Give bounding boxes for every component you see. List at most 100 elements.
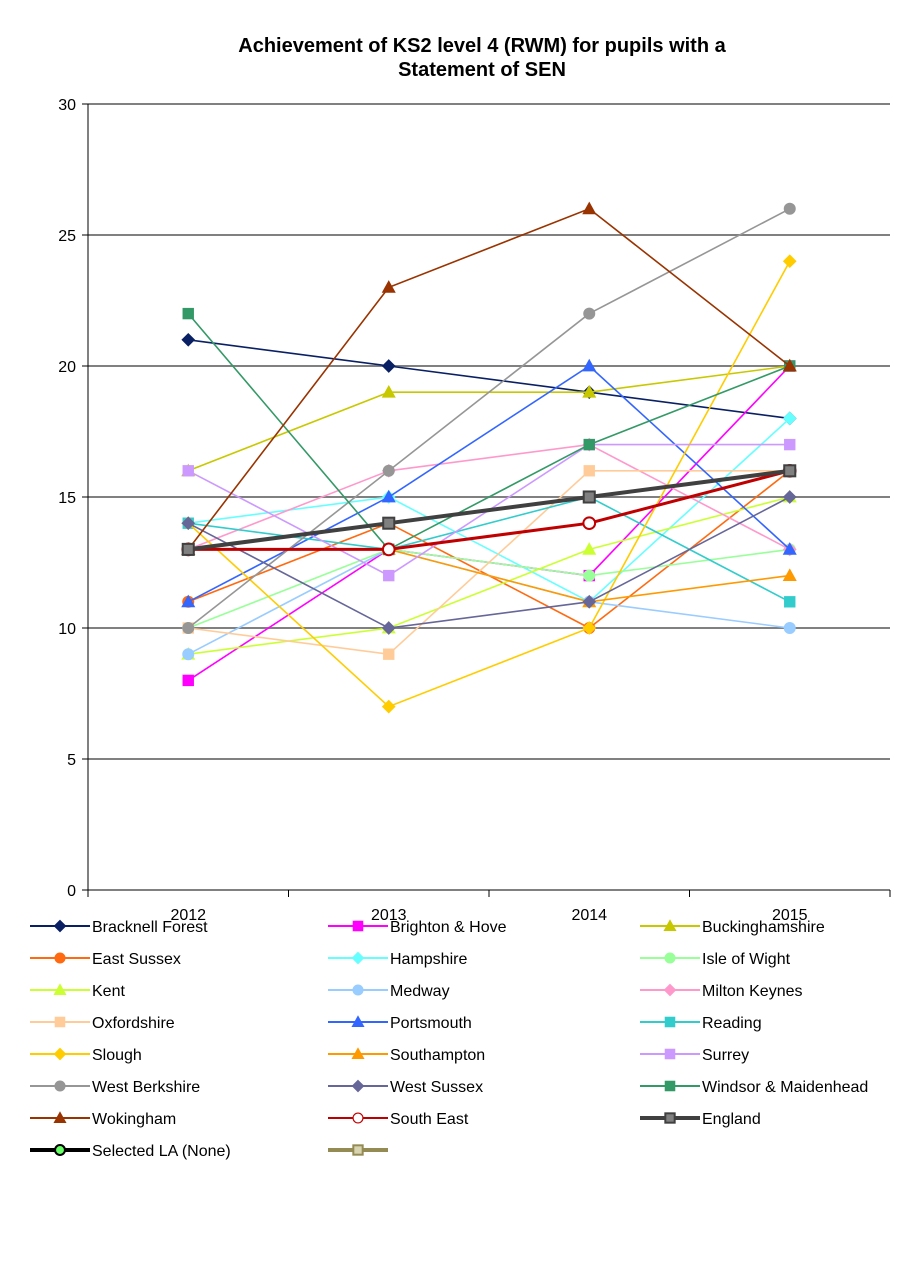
legend-swatch-marker: [352, 1144, 364, 1156]
legend-item-bracknell-forest: Bracknell Forest: [30, 919, 208, 936]
axes: 0 5 10 15 20 25 30 2012 2013 2014 2015: [58, 97, 891, 924]
series-line: [187, 548, 790, 655]
data-point: [583, 569, 596, 582]
data-point: [583, 438, 595, 451]
legend-swatch-marker: [53, 1111, 67, 1124]
chart-title-line: Achievement of KS2 level 4 (RWM) for pup…: [238, 35, 726, 57]
data-point: [181, 542, 195, 556]
legend-label: Windsor & Maidenhead: [702, 1079, 868, 1096]
legend-swatch-marker: [351, 951, 365, 965]
legend-swatch-marker: [351, 1047, 365, 1060]
data-point: [383, 648, 395, 660]
data-point: [382, 464, 395, 477]
legend-label: Wokingham: [92, 1111, 176, 1128]
legend-item-portsmouth: Portsmouth: [328, 1015, 472, 1032]
legend-label: Bracknell Forest: [92, 919, 208, 936]
data-point: [582, 621, 597, 635]
data-point: [782, 254, 797, 269]
legend-label: Milton Keynes: [702, 983, 803, 1000]
legend-swatch-marker: [663, 983, 677, 997]
legend-item-milton-keynes: Milton Keynes: [640, 983, 803, 1000]
x-tick-label: 2015: [772, 907, 808, 924]
legend-swatch-marker: [664, 1112, 676, 1124]
data-point: [381, 359, 396, 373]
data-point: [782, 542, 797, 555]
y-tick-label: 30: [58, 97, 76, 114]
legend-label: East Sussex: [92, 951, 181, 968]
data-point: [583, 307, 596, 320]
legend-item-kent: Kent: [30, 983, 125, 1000]
legend-swatch-marker: [351, 1079, 365, 1093]
series-line: [188, 469, 791, 551]
data-point: [381, 280, 396, 293]
data-point: [783, 621, 796, 634]
data-point: [582, 384, 597, 398]
data-point: [182, 648, 195, 661]
data-point: [381, 384, 396, 398]
data-point: [582, 542, 597, 555]
series-west-sussex: [181, 490, 797, 635]
data-point: [383, 569, 395, 582]
data-point: [582, 594, 597, 609]
data-point: [181, 332, 196, 347]
data-point: [381, 621, 396, 635]
legend-swatch-marker: [54, 1144, 66, 1156]
data-point: [582, 358, 597, 372]
data-point: [783, 202, 796, 215]
y-tick-label: 5: [67, 752, 76, 769]
legend-item-medway: Medway: [328, 983, 450, 1000]
data-point: [582, 516, 597, 531]
legend-label: Isle of Wight: [702, 951, 791, 968]
legend: Bracknell Forest Brighton & Hove Buckingha…: [30, 919, 868, 1160]
legend-label: Reading: [702, 1015, 762, 1032]
data-point: [782, 490, 797, 504]
legend-label: Hampshire: [390, 951, 467, 968]
legend-swatch-marker: [352, 1112, 364, 1124]
data-point: [381, 699, 396, 714]
legend-swatch-marker: [664, 1080, 676, 1092]
legend-swatch-marker: [352, 984, 364, 996]
x-tick-label: 2012: [170, 907, 206, 924]
series-line: [187, 468, 791, 552]
legend-label: Oxfordshire: [92, 1015, 175, 1032]
legend-item-wokingham: Wokingham: [30, 1111, 176, 1128]
legend-item-surrey: Surrey: [640, 1047, 749, 1064]
legend-item-oxfordshire: Oxfordshire: [30, 1015, 175, 1032]
series-line: [187, 208, 791, 629]
x-tick-label: 2014: [571, 907, 607, 924]
legend-swatch-marker: [53, 983, 67, 996]
data-point: [783, 464, 797, 478]
data-point: [582, 201, 597, 215]
legend-swatch-marker: [53, 919, 67, 933]
data-point: [181, 594, 196, 608]
data-point: [782, 568, 797, 582]
legend-item-reading: Reading: [640, 1015, 762, 1032]
legend-swatch-marker: [664, 1048, 676, 1060]
data-point: [182, 674, 194, 687]
data-point: [382, 516, 396, 530]
legend-label: England: [702, 1111, 761, 1128]
data-point: [381, 489, 396, 503]
data-point: [182, 307, 194, 320]
legend-swatch-marker: [53, 1047, 67, 1061]
legend-label: West Berkshire: [92, 1079, 200, 1096]
y-tick-label: 25: [58, 228, 76, 245]
legend-item-slough: Slough: [30, 1047, 142, 1064]
y-tick-label: 20: [58, 359, 76, 376]
series-line: [187, 313, 791, 551]
legend-label: Surrey: [702, 1047, 749, 1064]
series-lines: [181, 201, 797, 714]
series-southampton: [181, 542, 797, 608]
legend-item-isle-of-wight: Isle of Wight: [640, 951, 791, 968]
series-line: [187, 207, 791, 550]
data-point: [583, 465, 595, 477]
chart-title: Achievement of KS2 level 4 (RWM) for pup…: [238, 35, 726, 81]
chart-title-line: Statement of SEN: [398, 59, 566, 81]
x-tick-label: 2013: [371, 907, 407, 924]
legend-label: South East: [390, 1111, 469, 1128]
series-line: [187, 365, 790, 472]
series-line: [188, 339, 790, 420]
legend-label: Brighton & Hove: [390, 919, 507, 936]
legend-item-selected-la-none: Selected LA (None): [30, 1143, 231, 1160]
legend-item-west-berkshire: West Berkshire: [30, 1079, 200, 1096]
